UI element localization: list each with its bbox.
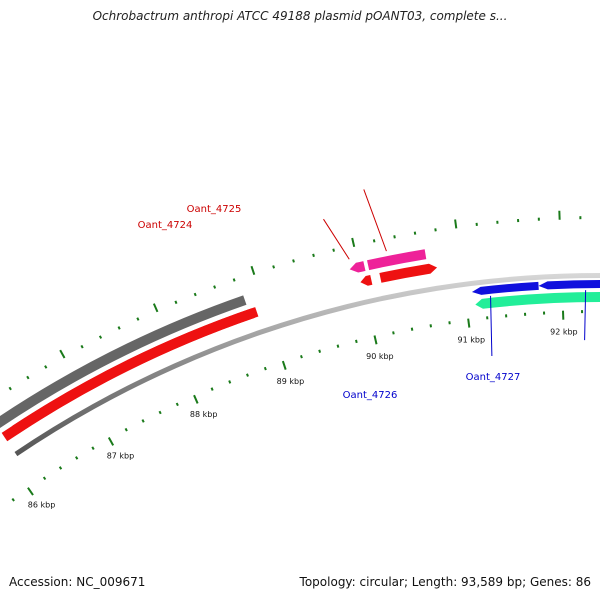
cds-oant-4725 — [379, 263, 438, 283]
gene-label-text: Oant_4727 — [466, 372, 521, 383]
map-title: Ochrobactrum anthropi ATCC 49188 plasmid… — [92, 9, 508, 23]
gene-oant-4726-4727-band — [475, 292, 600, 309]
scale-tick-outer — [351, 237, 356, 248]
scale-tick-outer — [312, 253, 315, 258]
scale-tick-outer — [98, 335, 103, 339]
scale-tick-outer — [232, 278, 236, 282]
scale-tick-outer — [213, 285, 217, 289]
scale-tick-inner — [124, 427, 128, 432]
scale-tick-inner — [429, 324, 433, 328]
scale-tick-inner — [300, 354, 303, 359]
scale-tick-outer — [152, 303, 159, 313]
scale-tick-inner — [27, 487, 34, 496]
scale-tick-outer — [454, 219, 458, 229]
gene-label-text: Oant_4725 — [187, 204, 242, 215]
gene-label-leader — [584, 290, 587, 341]
scale-tick-outer — [372, 239, 376, 243]
scale-label: 91 kbp — [458, 335, 486, 344]
gene-label-leader — [363, 189, 387, 252]
scale-tick-inner — [158, 410, 162, 415]
scale-tick-inner — [355, 339, 358, 344]
scale-label: 92 kbp — [550, 328, 578, 337]
gene-oant-4725-band — [367, 249, 427, 271]
scale-label: 86 kbp — [28, 500, 56, 509]
accession-text: Accession: NC_009671 — [9, 575, 146, 589]
other-feature-band — [0, 295, 247, 429]
cds-reverse-arrow — [4, 307, 259, 438]
scale-tick-outer — [332, 248, 335, 252]
scale-tick-outer — [174, 300, 178, 305]
scale-tick-outer — [26, 375, 30, 380]
scale-tick-outer — [292, 259, 295, 263]
scale-tick-inner — [246, 373, 249, 377]
scale-tick-inner — [58, 466, 63, 470]
gene-label-leader — [323, 218, 350, 260]
scale-tick-outer — [117, 326, 121, 330]
cds-oant-4727 — [538, 280, 600, 290]
gene-label-text: Oant_4724 — [138, 220, 193, 231]
scale-tick-inner — [228, 380, 232, 384]
scale-label: 87 kbp — [107, 451, 135, 460]
scale-tick-inner — [373, 335, 378, 345]
scale-tick-inner — [467, 318, 471, 328]
scale-label: 90 kbp — [366, 352, 394, 361]
scale-label: 88 kbp — [190, 410, 218, 419]
scale-tick-inner — [141, 419, 145, 423]
scale-tick-inner — [42, 476, 47, 481]
scale-tick-outer — [80, 344, 84, 349]
scale-tick-outer — [193, 292, 197, 297]
scale-tick-inner — [107, 437, 115, 446]
scale-tick-outer — [272, 265, 276, 269]
scale-tick-inner — [263, 366, 267, 371]
scale-tick-outer — [136, 317, 140, 321]
gene-label-leader — [490, 295, 493, 357]
scale-tick-inner — [210, 387, 214, 391]
scale-tick-inner — [75, 456, 79, 460]
scale-tick-inner — [175, 402, 179, 407]
scale-tick-outer — [44, 365, 48, 369]
gene-label-text: Oant_4726 — [343, 390, 398, 401]
cds-oant-4724 — [360, 274, 373, 286]
scale-tick-outer — [8, 386, 12, 391]
genome-summary-text: Topology: circular; Length: 93,589 bp; G… — [299, 575, 591, 589]
scale-tick-inner — [281, 360, 287, 370]
scale-tick-inner — [11, 497, 15, 502]
scale-tick-inner — [318, 349, 322, 353]
scale-label: 89 kbp — [277, 377, 305, 386]
scale-tick-outer — [393, 235, 396, 239]
scale-tick-inner — [410, 327, 414, 331]
cds-oant-4726 — [471, 281, 539, 295]
scale-tick-outer — [250, 265, 256, 275]
scale-tick-inner — [193, 394, 199, 404]
scale-tick-inner — [91, 446, 95, 451]
scale-tick-outer — [413, 231, 417, 235]
gene-oant-4724-band — [349, 261, 366, 273]
scale-tick-inner — [392, 331, 395, 335]
scale-tick-outer — [59, 349, 66, 359]
scale-tick-inner — [336, 344, 340, 348]
